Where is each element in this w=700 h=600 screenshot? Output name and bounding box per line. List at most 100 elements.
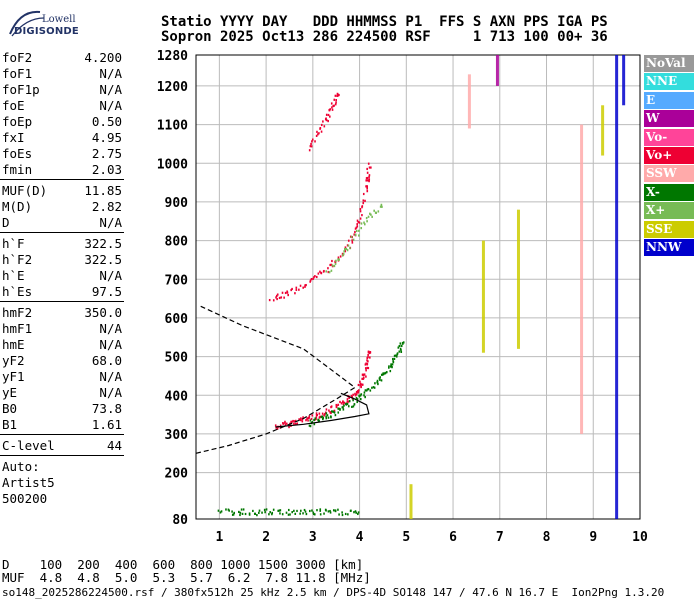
echo-point	[314, 275, 316, 278]
echo-point	[318, 132, 320, 135]
echo-point	[311, 140, 313, 143]
y-tick-label: 80	[172, 513, 188, 528]
echo-point	[345, 403, 348, 406]
echo-point	[334, 262, 337, 265]
echo-point	[338, 93, 340, 97]
echo-point	[331, 259, 333, 263]
echo-point	[330, 102, 333, 105]
legend-item: E	[644, 91, 694, 109]
echo-point	[302, 512, 304, 515]
echo-point	[299, 512, 301, 515]
echo-point	[347, 239, 350, 242]
echo-point	[350, 509, 352, 512]
echo-point	[395, 354, 397, 357]
echo-point	[310, 142, 312, 146]
echo-point	[369, 356, 371, 359]
echo-point	[334, 414, 337, 417]
echo-point	[367, 360, 369, 363]
echo-point	[334, 94, 337, 97]
echo-point	[341, 511, 343, 514]
echo-point	[308, 416, 310, 419]
echo-point	[272, 299, 275, 302]
echo-point	[315, 416, 318, 419]
echo-point	[281, 291, 284, 294]
echo-point	[373, 209, 375, 212]
echo-point	[362, 192, 365, 196]
echo-point	[371, 386, 373, 389]
echo-point	[366, 171, 369, 174]
echo-point	[337, 258, 339, 261]
echo-point	[388, 366, 390, 369]
echo-point	[317, 419, 320, 422]
echo-point	[366, 356, 369, 360]
echo-point	[261, 511, 263, 514]
echo-point	[359, 394, 362, 397]
interference-band	[516, 209, 520, 349]
echo-point	[337, 411, 340, 414]
echo-point	[370, 213, 372, 216]
echo-point	[312, 277, 314, 280]
echo-point	[303, 508, 306, 512]
echo-point	[355, 390, 358, 394]
param-value: 11.85	[84, 183, 122, 198]
param-key: foEs	[2, 146, 33, 161]
echo-point	[353, 511, 355, 514]
echo-point	[231, 513, 234, 516]
echo-point	[395, 355, 398, 358]
separator	[0, 301, 124, 302]
echo-point	[361, 373, 364, 376]
echo-point	[337, 256, 340, 259]
echo-point	[338, 407, 340, 410]
param-row: M(D) 2.82	[0, 199, 124, 215]
echo-point	[327, 113, 330, 117]
echo-point	[367, 350, 370, 353]
echo-point	[233, 511, 236, 515]
echo-point	[312, 511, 315, 514]
param-row: hmE N/A	[0, 337, 124, 353]
echo-point	[335, 404, 338, 407]
echo-point	[291, 420, 293, 423]
echo-point	[359, 380, 361, 383]
x-tick-label: 5	[402, 530, 410, 545]
echo-point	[400, 349, 402, 352]
echo-point	[367, 215, 370, 218]
param-value: 73.8	[91, 401, 122, 416]
param-value: 4.95	[91, 130, 122, 145]
echo-point	[333, 411, 336, 414]
echo-point	[311, 509, 313, 512]
echo-point	[279, 512, 281, 515]
echo-point	[355, 511, 357, 514]
param-row: yE N/A	[0, 385, 124, 401]
echo-point	[300, 509, 302, 512]
echo-point	[299, 418, 302, 422]
param-row: h`F 322.5	[0, 236, 124, 252]
param-key: foF2	[2, 50, 33, 65]
echo-point	[333, 98, 336, 101]
echo-point	[369, 212, 371, 215]
interference-band	[409, 484, 413, 519]
echo-point	[365, 179, 368, 182]
echo-point	[354, 230, 356, 234]
echo-point	[315, 412, 318, 415]
echo-point	[325, 408, 328, 411]
separator	[0, 232, 124, 233]
echo-point	[334, 260, 336, 263]
param-value: N/A	[99, 215, 122, 230]
echo-point	[278, 509, 281, 512]
param-group-3: h`F 322.5 h`F2 322.5 h`E N/A h`Es 97.5	[0, 236, 124, 300]
param-value: 2.82	[91, 199, 122, 214]
echo-point	[389, 369, 392, 373]
echo-point	[329, 511, 332, 514]
echo-point	[312, 512, 315, 516]
x-tick-label: 10	[632, 530, 648, 545]
echo-point	[342, 408, 345, 411]
echo-point	[294, 422, 297, 426]
echo-point	[225, 508, 227, 511]
echo-point	[363, 221, 365, 224]
echo-point	[284, 421, 286, 425]
echo-point	[300, 417, 302, 420]
echo-point	[304, 284, 306, 287]
param-value: N/A	[99, 337, 122, 352]
echo-point	[351, 405, 353, 408]
echo-point	[400, 344, 403, 348]
